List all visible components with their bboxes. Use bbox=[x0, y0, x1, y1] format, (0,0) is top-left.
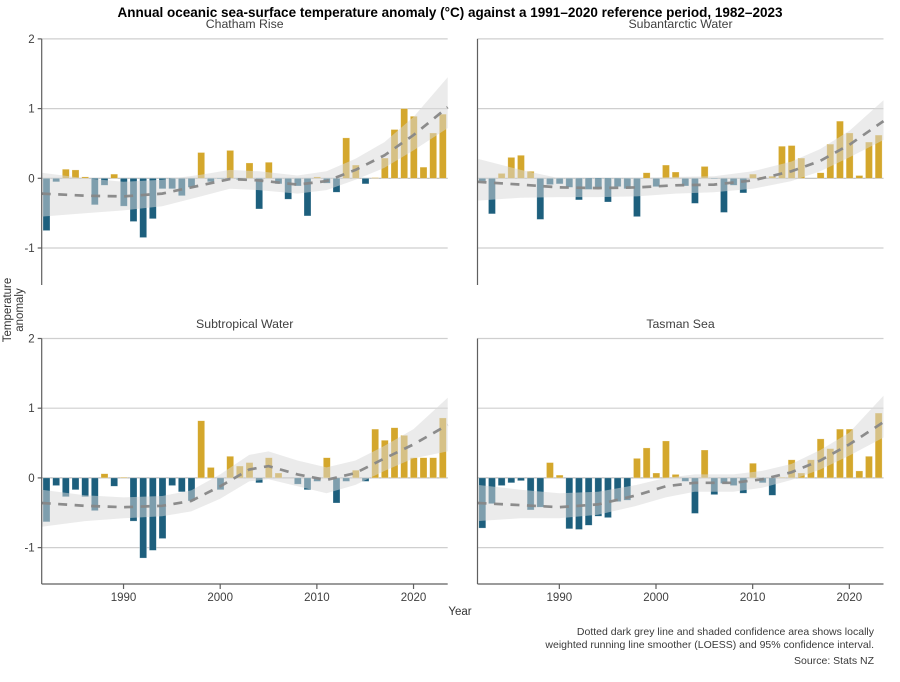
y-tick-label: -1 bbox=[24, 543, 34, 555]
x-tick-label: 2000 bbox=[643, 592, 669, 604]
panel-subantarctic-water: Subantarctic Water bbox=[476, 17, 885, 285]
footnote-line-1: Dotted dark grey line and shaded confide… bbox=[576, 626, 874, 638]
bar-1992 bbox=[139, 477, 147, 559]
y-tick-label: -1 bbox=[24, 243, 34, 255]
bar-2017 bbox=[816, 172, 825, 179]
confidence-band bbox=[477, 100, 884, 201]
bar-2022 bbox=[865, 455, 873, 479]
source-credit: Source: Stats NZ bbox=[794, 655, 874, 667]
x-tick-label: 2010 bbox=[740, 592, 766, 604]
bar-1986 bbox=[81, 176, 89, 179]
x-tick-label: 1990 bbox=[111, 592, 137, 604]
bar-1989 bbox=[546, 462, 554, 479]
bar-2021 bbox=[855, 470, 864, 479]
loess-line bbox=[41, 423, 449, 509]
bar-1999 bbox=[642, 447, 651, 479]
x-tick-label: 1990 bbox=[547, 592, 573, 604]
x-tick-label: 2020 bbox=[837, 592, 863, 604]
bar-1999 bbox=[642, 172, 651, 179]
y-tick-label: 2 bbox=[28, 34, 34, 46]
footnote: Dotted dark grey line and shaded confide… bbox=[414, 626, 874, 651]
y-tick-label: 2 bbox=[28, 334, 34, 346]
x-axis-label: Year bbox=[448, 606, 472, 618]
bar-2020 bbox=[410, 457, 418, 479]
panel-subtropical-water: 2 1 0 -1 1990 2000 2010 2020 Subtropical Water bbox=[24, 317, 449, 604]
bar-2001 bbox=[662, 164, 670, 179]
footnote-line-2: weighted running line smoother (LOESS) a… bbox=[545, 638, 874, 651]
bar-2016 bbox=[371, 177, 379, 179]
panel-title: Chatham Rise bbox=[206, 17, 284, 31]
y-tick-label: 1 bbox=[28, 403, 34, 415]
bar-1996 bbox=[178, 477, 186, 493]
bar-2021 bbox=[855, 175, 864, 179]
bar-1989 bbox=[110, 477, 118, 487]
loess-line bbox=[41, 106, 449, 198]
bar-1986 bbox=[81, 477, 89, 498]
confidence-band bbox=[477, 395, 884, 522]
bar-1995 bbox=[168, 477, 176, 486]
bar-1985 bbox=[71, 477, 80, 491]
panel-title: Subtropical Water bbox=[196, 317, 293, 331]
bar-1990 bbox=[120, 476, 128, 479]
bar-2021 bbox=[419, 457, 428, 479]
x-tick-label: 2000 bbox=[207, 592, 233, 604]
bar-1988 bbox=[100, 473, 109, 479]
bar-2000 bbox=[652, 472, 661, 479]
bar-1989 bbox=[110, 173, 118, 179]
confidence-band bbox=[41, 77, 448, 217]
bar-2022 bbox=[429, 457, 437, 479]
y-tick-label: 0 bbox=[28, 473, 34, 485]
bar-1998 bbox=[633, 458, 641, 479]
bar-2005 bbox=[700, 449, 709, 479]
y-tick-label: 0 bbox=[28, 173, 34, 185]
bar-2001 bbox=[662, 440, 670, 479]
bar-1986 bbox=[517, 477, 525, 481]
x-tick-label: 2010 bbox=[304, 592, 330, 604]
x-tick-label: 2020 bbox=[401, 592, 427, 604]
loess-line bbox=[477, 119, 885, 190]
bar-1990 bbox=[555, 474, 564, 479]
bar-2022 bbox=[429, 132, 437, 179]
bar-1999 bbox=[207, 467, 215, 479]
bar-2015 bbox=[361, 178, 370, 185]
panel-title: Subantarctic Water bbox=[628, 17, 732, 31]
bar-1984 bbox=[497, 477, 506, 486]
y-tick-label: 1 bbox=[28, 104, 34, 116]
bar-1983 bbox=[52, 477, 60, 486]
panel-chatham-rise: 2 1 0 -1 Chatham Rise bbox=[24, 17, 449, 285]
panel-tasman-sea: 1990 2000 2010 2020 Tasman Sea bbox=[476, 317, 885, 604]
bar-1985 bbox=[507, 477, 516, 484]
chart-title: Annual oceanic sea-surface temperature a… bbox=[117, 5, 783, 20]
confidence-band bbox=[41, 397, 448, 527]
bar-2021 bbox=[419, 166, 428, 179]
panel-title: Tasman Sea bbox=[646, 317, 715, 331]
bar-1998 bbox=[197, 420, 205, 479]
loess-line bbox=[477, 420, 885, 509]
